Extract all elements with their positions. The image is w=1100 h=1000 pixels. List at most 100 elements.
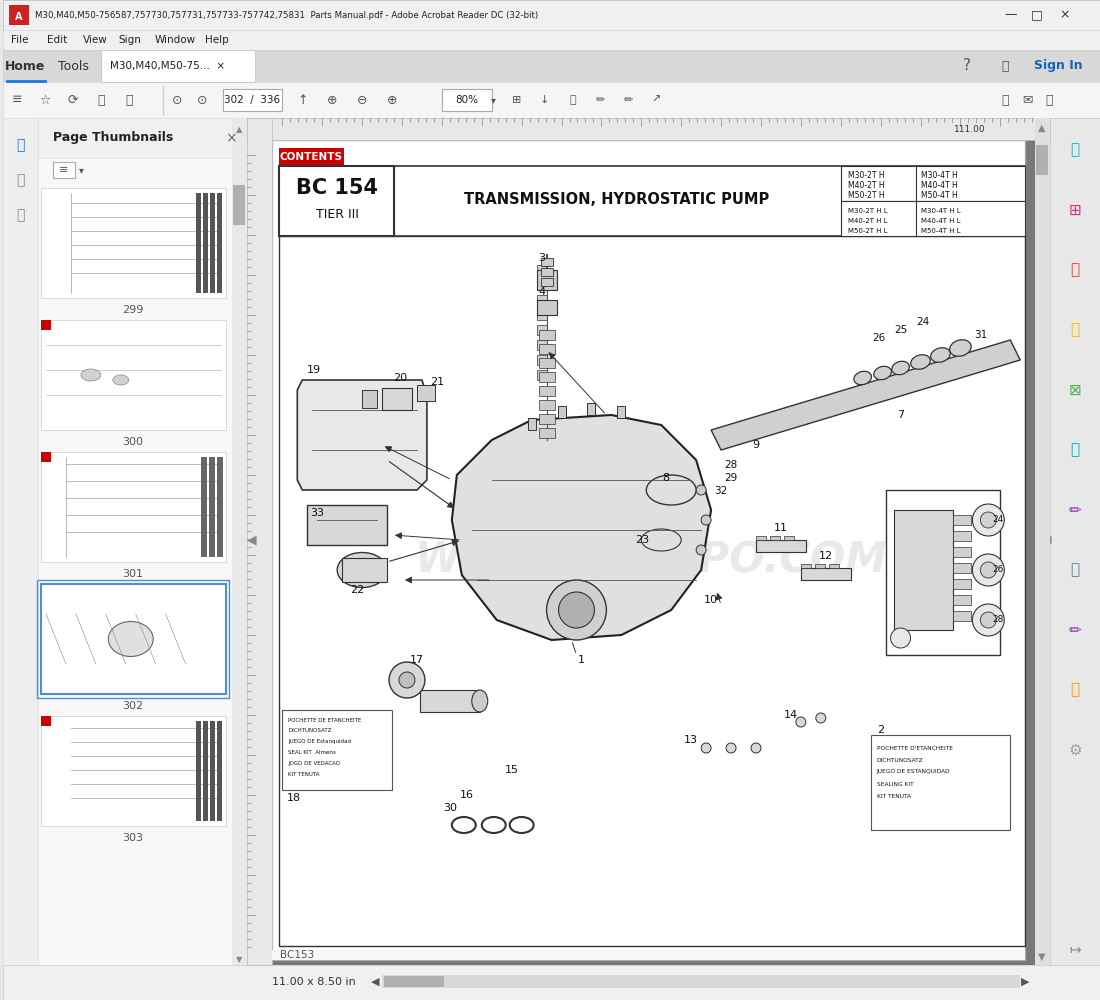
Text: 80%: 80% <box>455 95 478 105</box>
Ellipse shape <box>641 529 681 551</box>
FancyBboxPatch shape <box>1036 145 1048 175</box>
Text: POCHETTE DE ETANCHEITE: POCHETTE DE ETANCHEITE <box>288 718 362 722</box>
Polygon shape <box>452 415 711 640</box>
Polygon shape <box>297 380 427 490</box>
Text: 18: 18 <box>287 793 301 803</box>
FancyBboxPatch shape <box>815 564 825 568</box>
Text: 🔍: 🔍 <box>1070 142 1079 157</box>
Text: ✏: ✏ <box>624 95 632 105</box>
Text: 24: 24 <box>916 317 930 327</box>
Text: 11: 11 <box>774 523 788 533</box>
FancyBboxPatch shape <box>784 536 794 540</box>
FancyBboxPatch shape <box>954 531 971 541</box>
Ellipse shape <box>108 621 153 656</box>
Text: ▼: ▼ <box>236 956 243 964</box>
Text: ?: ? <box>964 58 971 74</box>
Circle shape <box>796 717 806 727</box>
Text: 7: 7 <box>896 410 904 420</box>
Text: ✉: ✉ <box>1022 94 1033 106</box>
Text: 19: 19 <box>307 365 321 375</box>
Text: M50-4T H L: M50-4T H L <box>921 228 960 234</box>
FancyBboxPatch shape <box>41 716 225 826</box>
FancyBboxPatch shape <box>558 406 565 418</box>
FancyBboxPatch shape <box>528 418 536 430</box>
Text: JUEGO DE ESTANQUIDAD: JUEGO DE ESTANQUIDAD <box>877 770 950 774</box>
Text: M30-4T H L: M30-4T H L <box>921 208 960 214</box>
Text: Tools: Tools <box>57 60 88 73</box>
FancyBboxPatch shape <box>196 193 200 293</box>
FancyBboxPatch shape <box>202 193 208 293</box>
Text: ☆: ☆ <box>40 94 51 106</box>
Circle shape <box>972 604 1004 636</box>
FancyBboxPatch shape <box>756 536 766 540</box>
Circle shape <box>972 554 1004 586</box>
FancyBboxPatch shape <box>801 568 850 580</box>
FancyBboxPatch shape <box>3 118 248 965</box>
Text: 💬: 💬 <box>1070 322 1079 338</box>
FancyBboxPatch shape <box>770 536 780 540</box>
Ellipse shape <box>472 690 487 712</box>
FancyBboxPatch shape <box>537 340 547 350</box>
Text: M30,M40,M50-75...  ×: M30,M40,M50-75... × <box>110 61 226 71</box>
Text: M30-4T H: M30-4T H <box>921 172 957 180</box>
Text: Page Thumbnails: Page Thumbnails <box>53 131 173 144</box>
Circle shape <box>972 504 1004 536</box>
FancyBboxPatch shape <box>537 355 547 365</box>
Text: ▼: ▼ <box>1038 952 1046 962</box>
Text: 17: 17 <box>410 655 425 665</box>
Text: 28: 28 <box>725 460 738 470</box>
FancyBboxPatch shape <box>307 505 387 545</box>
Text: M40-4T H L: M40-4T H L <box>921 218 960 224</box>
Text: ⊕: ⊕ <box>327 94 338 106</box>
FancyBboxPatch shape <box>801 564 811 568</box>
Text: M50-4T H: M50-4T H <box>921 192 957 200</box>
FancyBboxPatch shape <box>3 118 38 965</box>
FancyBboxPatch shape <box>200 457 207 557</box>
FancyBboxPatch shape <box>537 270 557 290</box>
Circle shape <box>751 743 761 753</box>
Text: 🔍: 🔍 <box>125 94 132 106</box>
Text: Edit: Edit <box>47 35 67 45</box>
FancyBboxPatch shape <box>209 457 214 557</box>
Text: M50-2T H L: M50-2T H L <box>848 228 888 234</box>
FancyBboxPatch shape <box>539 358 554 368</box>
Text: JOGO DE VEDACAO: JOGO DE VEDACAO <box>288 762 340 766</box>
Text: POCHETTE D'ETANCHEITE: POCHETTE D'ETANCHEITE <box>877 746 953 750</box>
Text: 32: 32 <box>715 486 728 496</box>
Ellipse shape <box>892 361 910 375</box>
Text: ↗: ↗ <box>651 95 661 105</box>
Text: 111.00: 111.00 <box>954 125 986 134</box>
Text: —: — <box>1004 8 1016 21</box>
FancyBboxPatch shape <box>954 579 971 589</box>
Text: M40-2T H L: M40-2T H L <box>848 218 888 224</box>
FancyBboxPatch shape <box>3 30 1100 50</box>
Text: ×: × <box>224 131 236 145</box>
FancyBboxPatch shape <box>41 716 51 726</box>
FancyBboxPatch shape <box>209 193 214 293</box>
FancyBboxPatch shape <box>279 148 344 166</box>
FancyBboxPatch shape <box>954 595 971 605</box>
Text: Help: Help <box>205 35 229 45</box>
Text: ↓: ↓ <box>540 95 549 105</box>
FancyBboxPatch shape <box>539 330 554 340</box>
FancyBboxPatch shape <box>279 166 394 236</box>
FancyBboxPatch shape <box>420 690 480 712</box>
FancyBboxPatch shape <box>617 406 626 418</box>
Text: DICHTUNOSATZ: DICHTUNOSATZ <box>288 728 332 734</box>
Ellipse shape <box>647 475 696 505</box>
Circle shape <box>696 485 706 495</box>
FancyBboxPatch shape <box>233 185 245 225</box>
Text: 26: 26 <box>872 333 886 343</box>
Text: ⊙: ⊙ <box>172 94 182 106</box>
FancyBboxPatch shape <box>537 370 547 380</box>
Text: ≡: ≡ <box>12 94 22 106</box>
Text: KIT TENUTA: KIT TENUTA <box>288 772 320 778</box>
Text: 20: 20 <box>393 373 407 383</box>
FancyBboxPatch shape <box>539 386 554 396</box>
Circle shape <box>399 672 415 688</box>
FancyBboxPatch shape <box>540 268 552 276</box>
FancyBboxPatch shape <box>840 201 1025 236</box>
FancyBboxPatch shape <box>871 735 1010 830</box>
Text: 303: 303 <box>122 833 143 843</box>
FancyBboxPatch shape <box>3 0 1100 30</box>
